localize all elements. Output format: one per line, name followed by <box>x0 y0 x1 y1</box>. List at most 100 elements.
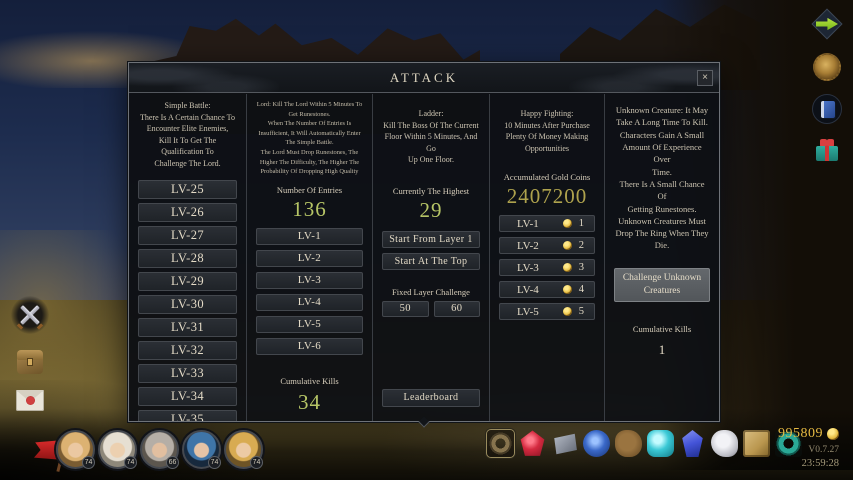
ring-item-icon[interactable] <box>487 430 514 457</box>
simple-battle-level-button[interactable]: LV-34 <box>138 386 237 406</box>
start-from-layer1-button[interactable]: Start From Layer 1 <box>382 230 480 248</box>
level-cost: 2 <box>578 240 584 252</box>
party-avatar-5[interactable]: 74 <box>224 430 263 469</box>
teal-ring-item-icon[interactable] <box>775 430 802 457</box>
avatar-level-badge: 74 <box>124 456 137 469</box>
lord-level-button[interactable]: LV-3 <box>256 271 363 289</box>
lord-kills-value: 34 <box>298 389 321 414</box>
simple-battle-level-button[interactable]: LV-35 <box>138 409 237 421</box>
item-bar <box>487 430 802 457</box>
happy-fighting-description: Happy Fighting: 10 Minutes After Purchas… <box>504 109 590 153</box>
simple-battle-level-button[interactable]: LV-30 <box>138 294 237 314</box>
happy-fighting-level-button[interactable]: LV-5 5 <box>499 303 595 321</box>
bag-clasp <box>27 358 33 366</box>
coin-icon <box>562 219 572 229</box>
metal-ingot-item-icon[interactable] <box>554 433 577 455</box>
blue-amulet-item-icon[interactable] <box>583 430 610 457</box>
avatar-level-badge: 74 <box>208 456 221 469</box>
level-cost: 4 <box>578 284 584 296</box>
simple-battle-level-list: LV-25 LV-26 LV-27 LV-28 LV-29 LV-30 LV-31 LV-32… <box>138 179 237 421</box>
ladder-description: Ladder: Kill The Boss Of The Current Flo… <box>383 109 479 165</box>
simple-battle-level-button[interactable]: LV-29 <box>138 271 237 291</box>
highest-label: Currently The Highest <box>392 185 470 196</box>
dialog-title: ATTACK <box>389 70 459 85</box>
lord-level-button[interactable]: LV-4 <box>256 293 363 311</box>
party-avatars: 74 74 66 74 74 <box>56 430 263 469</box>
medal-icon[interactable] <box>813 53 841 81</box>
happy-fighting-level-button[interactable]: LV-3 3 <box>499 259 595 277</box>
level-label: LV-5 <box>516 305 539 318</box>
leather-pouch-item-icon[interactable] <box>615 430 642 457</box>
level-cost: 1 <box>578 218 584 230</box>
lord-description: Lord: Kill The Lord Within 5 Minutes To … <box>256 101 363 176</box>
go-arrow-icon[interactable] <box>811 8 843 40</box>
book-icon[interactable] <box>812 94 842 124</box>
happy-fighting-column: Happy Fighting: 10 Minutes After Purchas… <box>490 94 605 421</box>
gold-amount: 995809 <box>778 426 823 441</box>
version-label: V0.7.27 <box>808 445 839 455</box>
silver-charm-item-icon[interactable] <box>711 430 738 457</box>
level-cost: 3 <box>578 262 584 274</box>
highest-value: 29 <box>419 197 443 222</box>
fixed-layer-label: Fixed Layer Challenge <box>392 286 470 297</box>
simple-battle-level-button[interactable]: LV-32 <box>138 340 237 360</box>
party-avatar-1[interactable]: 74 <box>56 430 95 469</box>
simple-battle-level-button[interactable]: LV-33 <box>138 363 237 383</box>
simple-battle-level-button[interactable]: LV-28 <box>138 248 237 268</box>
challenge-unknown-creatures-button[interactable]: Challenge Unknown Creatures <box>614 267 710 303</box>
fixed-layer-60-button[interactable]: 60 <box>433 300 480 317</box>
lord-level-button[interactable]: LV-2 <box>256 249 363 267</box>
golden-tome-item-icon[interactable] <box>743 430 770 457</box>
crossed-swords-icon[interactable] <box>11 296 49 334</box>
level-label: LV-2 <box>516 239 539 252</box>
simple-battle-level-button[interactable]: LV-26 <box>138 202 237 222</box>
simple-battle-level-button[interactable]: LV-25 <box>138 179 237 199</box>
lord-level-button[interactable]: LV-1 <box>256 227 363 245</box>
lord-level-button[interactable]: LV-6 <box>256 337 363 355</box>
close-icon[interactable]: × <box>697 70 713 86</box>
red-gem-item-icon[interactable] <box>520 430 545 456</box>
unknown-kills-label: Cumulative Kills <box>632 324 692 335</box>
coin-icon <box>562 307 572 317</box>
gold-coins-label: Accumulated Gold Coins <box>503 172 591 183</box>
dialog-titlebar: ATTACK <box>129 63 719 93</box>
gold-coins-value: 2407200 <box>506 184 588 209</box>
party-avatar-3[interactable]: 66 <box>140 430 179 469</box>
sword-hilt <box>36 323 44 330</box>
bag-icon[interactable] <box>14 346 46 376</box>
happy-fighting-level-button[interactable]: LV-1 1 <box>499 215 595 233</box>
entries-label: Number Of Entries <box>276 184 343 195</box>
simple-battle-level-button[interactable]: LV-27 <box>138 225 237 245</box>
leaderboard-button[interactable]: Leaderboard <box>382 389 480 407</box>
coin-icon <box>562 285 572 295</box>
coin-icon <box>562 263 572 273</box>
wallet-panel: 995809 V0.7.27 23:59:28 <box>778 426 839 469</box>
right-hud-stack <box>807 8 847 163</box>
party-avatar-2[interactable]: 74 <box>98 430 137 469</box>
level-label: LV-3 <box>516 261 539 274</box>
cyan-gem-item-icon[interactable] <box>647 430 674 457</box>
happy-fighting-level-button[interactable]: LV-4 4 <box>499 281 595 299</box>
bag-flap <box>17 350 43 360</box>
gift-icon[interactable] <box>814 137 840 163</box>
ladder-column: Ladder: Kill The Boss Of The Current Flo… <box>373 94 490 421</box>
coin-icon <box>562 241 572 251</box>
avatar-level-badge: 74 <box>82 456 95 469</box>
entries-value: 136 <box>292 196 327 221</box>
fixed-layer-50-button[interactable]: 50 <box>382 300 429 317</box>
lord-level-button[interactable]: LV-5 <box>256 315 363 333</box>
level-label: LV-4 <box>516 283 539 296</box>
mail-icon[interactable] <box>14 388 46 414</box>
party-avatar-4[interactable]: 74 <box>182 430 221 469</box>
start-at-top-button[interactable]: Start At The Top <box>382 252 480 270</box>
lord-column: Lord: Kill The Lord Within 5 Minutes To … <box>247 94 373 421</box>
blue-crystal-item-icon[interactable] <box>682 430 703 457</box>
gold-row: 995809 <box>778 426 839 442</box>
simple-battle-description: Simple Battle: There Is A Certain Chance… <box>139 101 236 168</box>
simple-battle-level-button[interactable]: LV-31 <box>138 317 237 337</box>
happy-fighting-level-button[interactable]: LV-2 2 <box>499 237 595 255</box>
avatar-level-badge: 74 <box>250 456 263 469</box>
level-label: LV-1 <box>516 217 539 230</box>
fixed-layer-options: 50 60 <box>382 300 480 317</box>
